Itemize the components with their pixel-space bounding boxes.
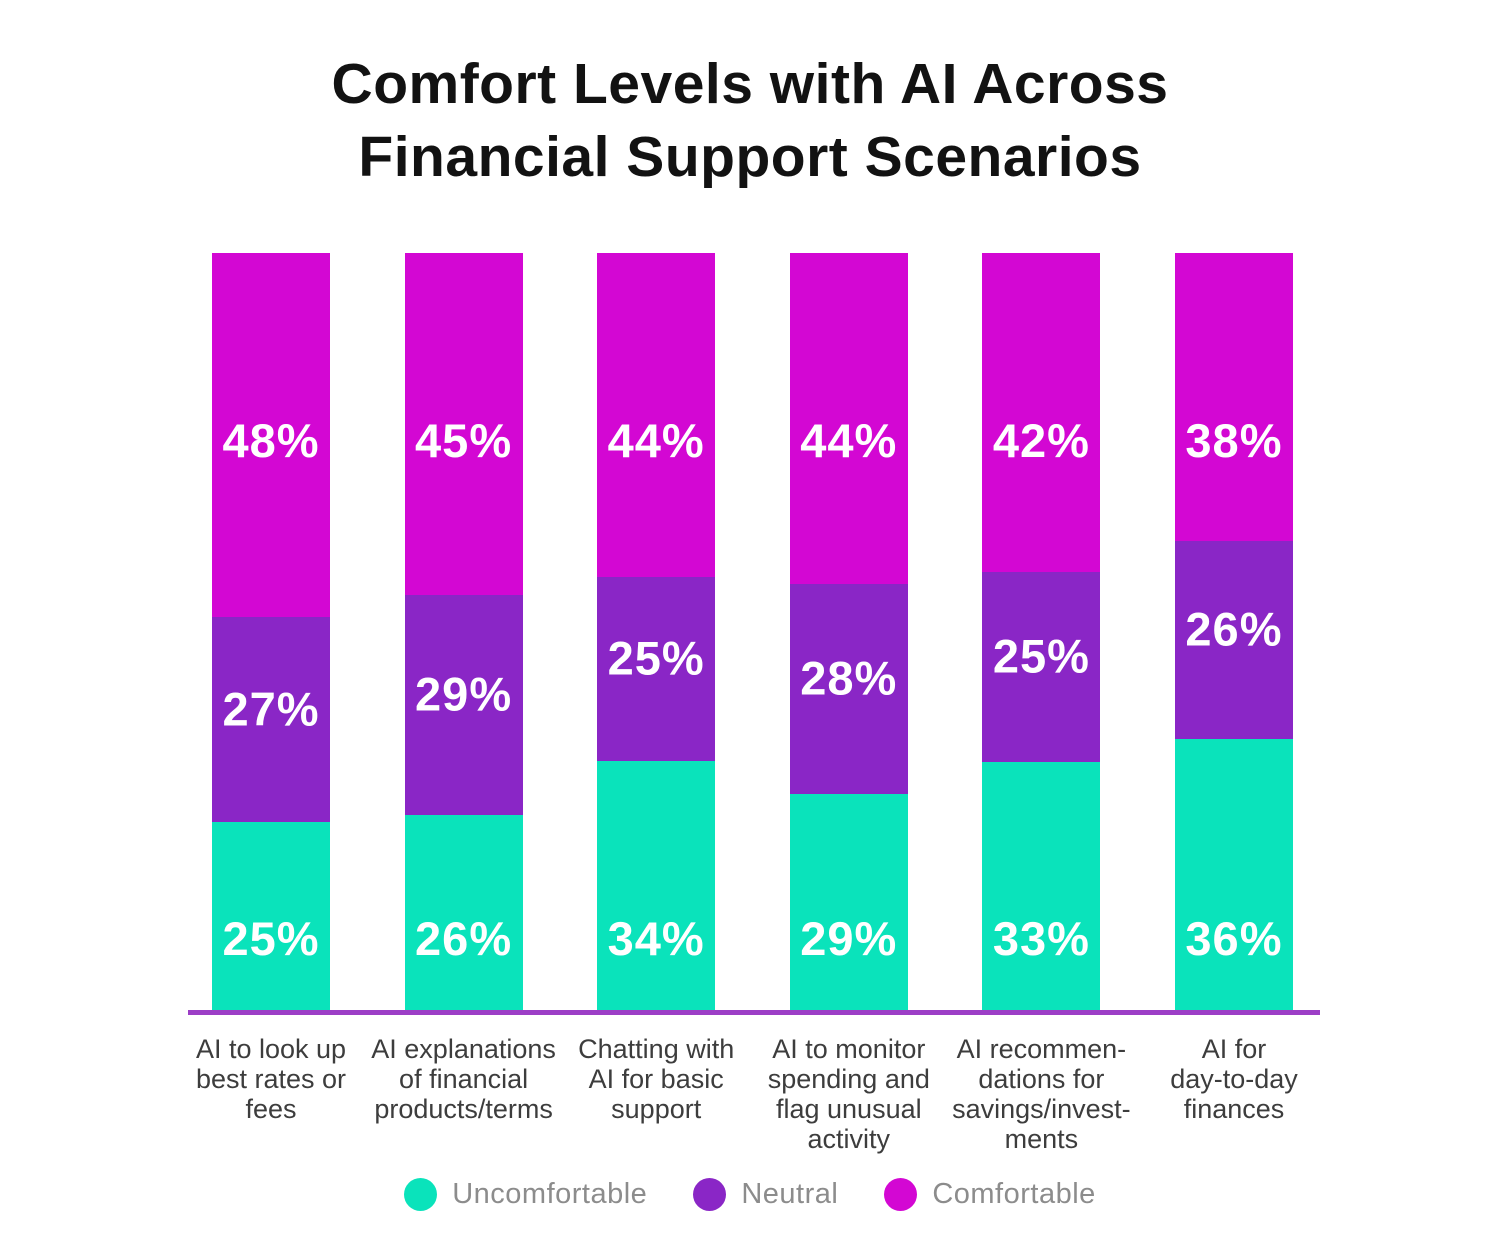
category-label-line: products/terms <box>374 1094 553 1124</box>
bar-segment-value-label: 27% <box>222 682 320 736</box>
bar-segment-value-label: 25% <box>607 631 705 685</box>
bar-segment-uncomfortable: 34% <box>597 761 716 1012</box>
category-label-line: activity <box>807 1124 891 1154</box>
bar-segment-comfortable: 45% <box>404 253 523 595</box>
category-label-line: fees <box>245 1094 297 1124</box>
category-label: AI explanations of financial products/term… <box>357 1034 571 1124</box>
category-label-line: of financial <box>399 1064 529 1094</box>
legend-dot-neutral-icon <box>693 1178 727 1211</box>
bar-column: 48% 27% 25% <box>212 253 330 1012</box>
bar-column: 38% 26% 36% <box>1174 253 1293 1012</box>
category-label-line: day-to-day <box>1170 1064 1298 1094</box>
bar-segment-value-label: 44% <box>607 414 705 467</box>
bar-segment-uncomfortable: 26% <box>404 814 523 1012</box>
bar-segment-uncomfortable: 25% <box>212 822 330 1012</box>
bar-segment-value-label: 33% <box>992 911 1090 965</box>
bar-segment-uncomfortable: 29% <box>789 794 908 1012</box>
plot-area: 48% 27% 25% 45% 29% 26% 44% 25% 34% 44% 28% 29% 42% 2… <box>212 253 1293 1012</box>
legend-label: Uncomfortable <box>452 1178 648 1210</box>
bar-column: 42% 25% 33% <box>982 253 1101 1012</box>
category-label-line: ments <box>1004 1124 1079 1154</box>
bar-segment-comfortable: 44% <box>597 253 716 578</box>
category-label-line: AI for <box>1201 1034 1267 1064</box>
category-label-line: Chatting with <box>578 1034 735 1064</box>
bar-segment-value-label: 25% <box>222 911 320 965</box>
bar-segment-value-label: 26% <box>1185 602 1283 656</box>
bar-segment-neutral: 29% <box>404 594 523 815</box>
bar-segment-uncomfortable: 33% <box>982 761 1101 1012</box>
bar-segment-uncomfortable: 36% <box>1174 738 1293 1012</box>
bar-segment-neutral: 26% <box>1174 541 1293 739</box>
category-label-line: spending and <box>767 1064 930 1094</box>
bar-segment-comfortable: 38% <box>1174 253 1293 542</box>
bar-segment-value-label: 29% <box>800 911 898 965</box>
category-label: AI for day-to-day finances <box>1127 1034 1341 1124</box>
legend-dot-comfortable-icon <box>884 1178 918 1211</box>
legend-dot-uncomfortable-icon <box>404 1178 438 1211</box>
category-label: AI recommen-dations for savings/invest-me… <box>934 1034 1148 1154</box>
bar-column: 45% 29% 26% <box>404 253 523 1012</box>
category-label: AI to look up best rates or fees <box>164 1034 378 1124</box>
bar-segment-comfortable: 48% <box>212 253 330 618</box>
bar-segment-value-label: 29% <box>415 667 513 721</box>
bar-segment-value-label: 25% <box>992 629 1090 683</box>
category-label-line: savings/invest- <box>952 1094 1131 1124</box>
category-label-line: support <box>611 1094 702 1124</box>
chart-title-line-1: Comfort Levels with AI Across <box>331 52 1169 116</box>
bar-segment-value-label: 44% <box>800 414 898 467</box>
category-label-line: best rates or <box>195 1064 347 1094</box>
x-axis-line <box>188 1010 1320 1015</box>
bar-segment-value-label: 42% <box>992 414 1090 467</box>
bar-column: 44% 25% 34% <box>597 253 716 1012</box>
bar-segment-value-label: 48% <box>222 414 320 467</box>
category-label-line: AI explanations <box>371 1034 556 1064</box>
category-label: Chatting with AI for basic support <box>549 1034 763 1124</box>
category-label-line: AI to monitor <box>772 1034 926 1064</box>
chart-title: Comfort Levels with AI Across Financial S… <box>0 48 1500 194</box>
category-label: AI to monitor spending and flag unusual act… <box>742 1034 956 1154</box>
category-label-line: dations for <box>978 1064 1105 1094</box>
legend-label: Comfortable <box>932 1178 1096 1210</box>
bar-segment-value-label: 38% <box>1185 414 1283 467</box>
bar-column: 44% 28% 29% <box>789 253 908 1012</box>
bar-segment-comfortable: 44% <box>789 253 908 584</box>
category-label-line: flag unusual <box>775 1094 922 1124</box>
chart-title-line-2: Financial Support Scenarios <box>358 125 1142 189</box>
bar-segment-value-label: 36% <box>1185 911 1283 965</box>
legend: Uncomfortable Neutral Comfortable <box>0 1178 1500 1211</box>
bar-segment-value-label: 34% <box>607 911 705 965</box>
bar-segment-neutral: 25% <box>597 577 716 762</box>
bar-segment-value-label: 45% <box>415 414 513 467</box>
bar-segment-neutral: 27% <box>212 617 330 823</box>
bar-segment-neutral: 28% <box>789 583 908 795</box>
category-label-line: AI for basic <box>588 1064 724 1094</box>
category-label-line: AI recommen- <box>956 1034 1127 1064</box>
legend-item-comfortable: Comfortable <box>884 1178 1095 1211</box>
bar-segment-value-label: 28% <box>800 651 898 705</box>
bar-segment-neutral: 25% <box>982 571 1101 762</box>
legend-item-uncomfortable: Uncomfortable <box>404 1178 647 1211</box>
bar-segment-comfortable: 42% <box>982 253 1101 572</box>
bar-segment-value-label: 26% <box>415 911 513 965</box>
legend-item-neutral: Neutral <box>693 1178 838 1211</box>
category-label-line: finances <box>1183 1094 1285 1124</box>
category-label-line: AI to look up <box>195 1034 347 1064</box>
legend-label: Neutral <box>741 1178 839 1210</box>
